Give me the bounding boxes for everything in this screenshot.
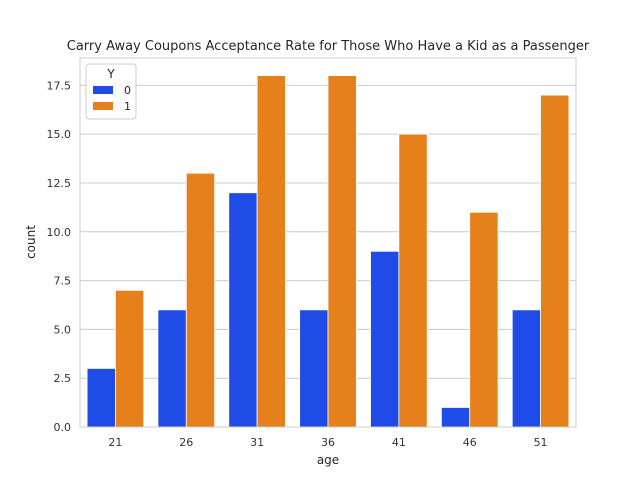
bar-series-1-age-46	[469, 211, 499, 428]
legend-swatch-0	[93, 86, 113, 94]
y-tick-label: 0.0	[54, 421, 72, 434]
x-tick-label: 21	[108, 436, 122, 449]
legend: Y 01	[85, 63, 137, 120]
x-axis-label: age	[317, 453, 339, 467]
x-tick-label: 46	[463, 436, 477, 449]
legend-items: 01	[93, 84, 131, 113]
legend-swatch-1	[93, 102, 113, 110]
x-tick-label: 51	[534, 436, 548, 449]
bar-series-1-age-41	[398, 133, 428, 428]
bar-series-1-age-21	[115, 289, 145, 428]
x-tick-label: 31	[250, 436, 264, 449]
y-tick-label: 17.5	[47, 79, 72, 92]
x-tick-label: 36	[321, 436, 335, 449]
y-tick-label: 12.5	[47, 177, 72, 190]
y-tick-label: 15.0	[47, 128, 72, 141]
y-axis-label: count	[24, 225, 38, 259]
bar-series-0-age-31	[228, 192, 258, 428]
legend-label-1: 1	[124, 100, 131, 113]
y-tick-labels: 0.0 2.5 5.0 7.5 10.0 12.5 15.0 17.5	[47, 79, 72, 434]
bar-series-0-age-36	[299, 309, 329, 428]
y-tick-label: 10.0	[47, 226, 72, 239]
bar-series-0-age-21	[86, 368, 116, 428]
bar-series-0-age-51	[511, 309, 541, 428]
bar-series-1-age-51	[540, 94, 570, 428]
chart-title: Carry Away Coupons Acceptance Rate for T…	[67, 39, 590, 54]
x-tick-label: 26	[179, 436, 193, 449]
bar-series-1-age-26	[185, 172, 216, 428]
legend-title: Y	[106, 67, 115, 81]
bar-series-0-age-26	[157, 309, 187, 428]
y-tick-label: 2.5	[54, 372, 72, 385]
legend-label-0: 0	[124, 84, 131, 97]
bar-series-0-age-46	[440, 407, 471, 428]
plot-frame	[79, 57, 577, 428]
y-tick-label: 5.0	[54, 323, 72, 336]
x-tick-labels: 21 26 31 36 41 46 51	[108, 436, 547, 449]
bar-series-1-age-36	[327, 75, 357, 428]
y-tick-label: 7.5	[54, 275, 72, 288]
x-tick-label: 41	[392, 436, 406, 449]
bars-layer	[86, 75, 570, 428]
bar-series-0-age-41	[370, 250, 400, 428]
bar-series-1-age-31	[256, 75, 286, 428]
